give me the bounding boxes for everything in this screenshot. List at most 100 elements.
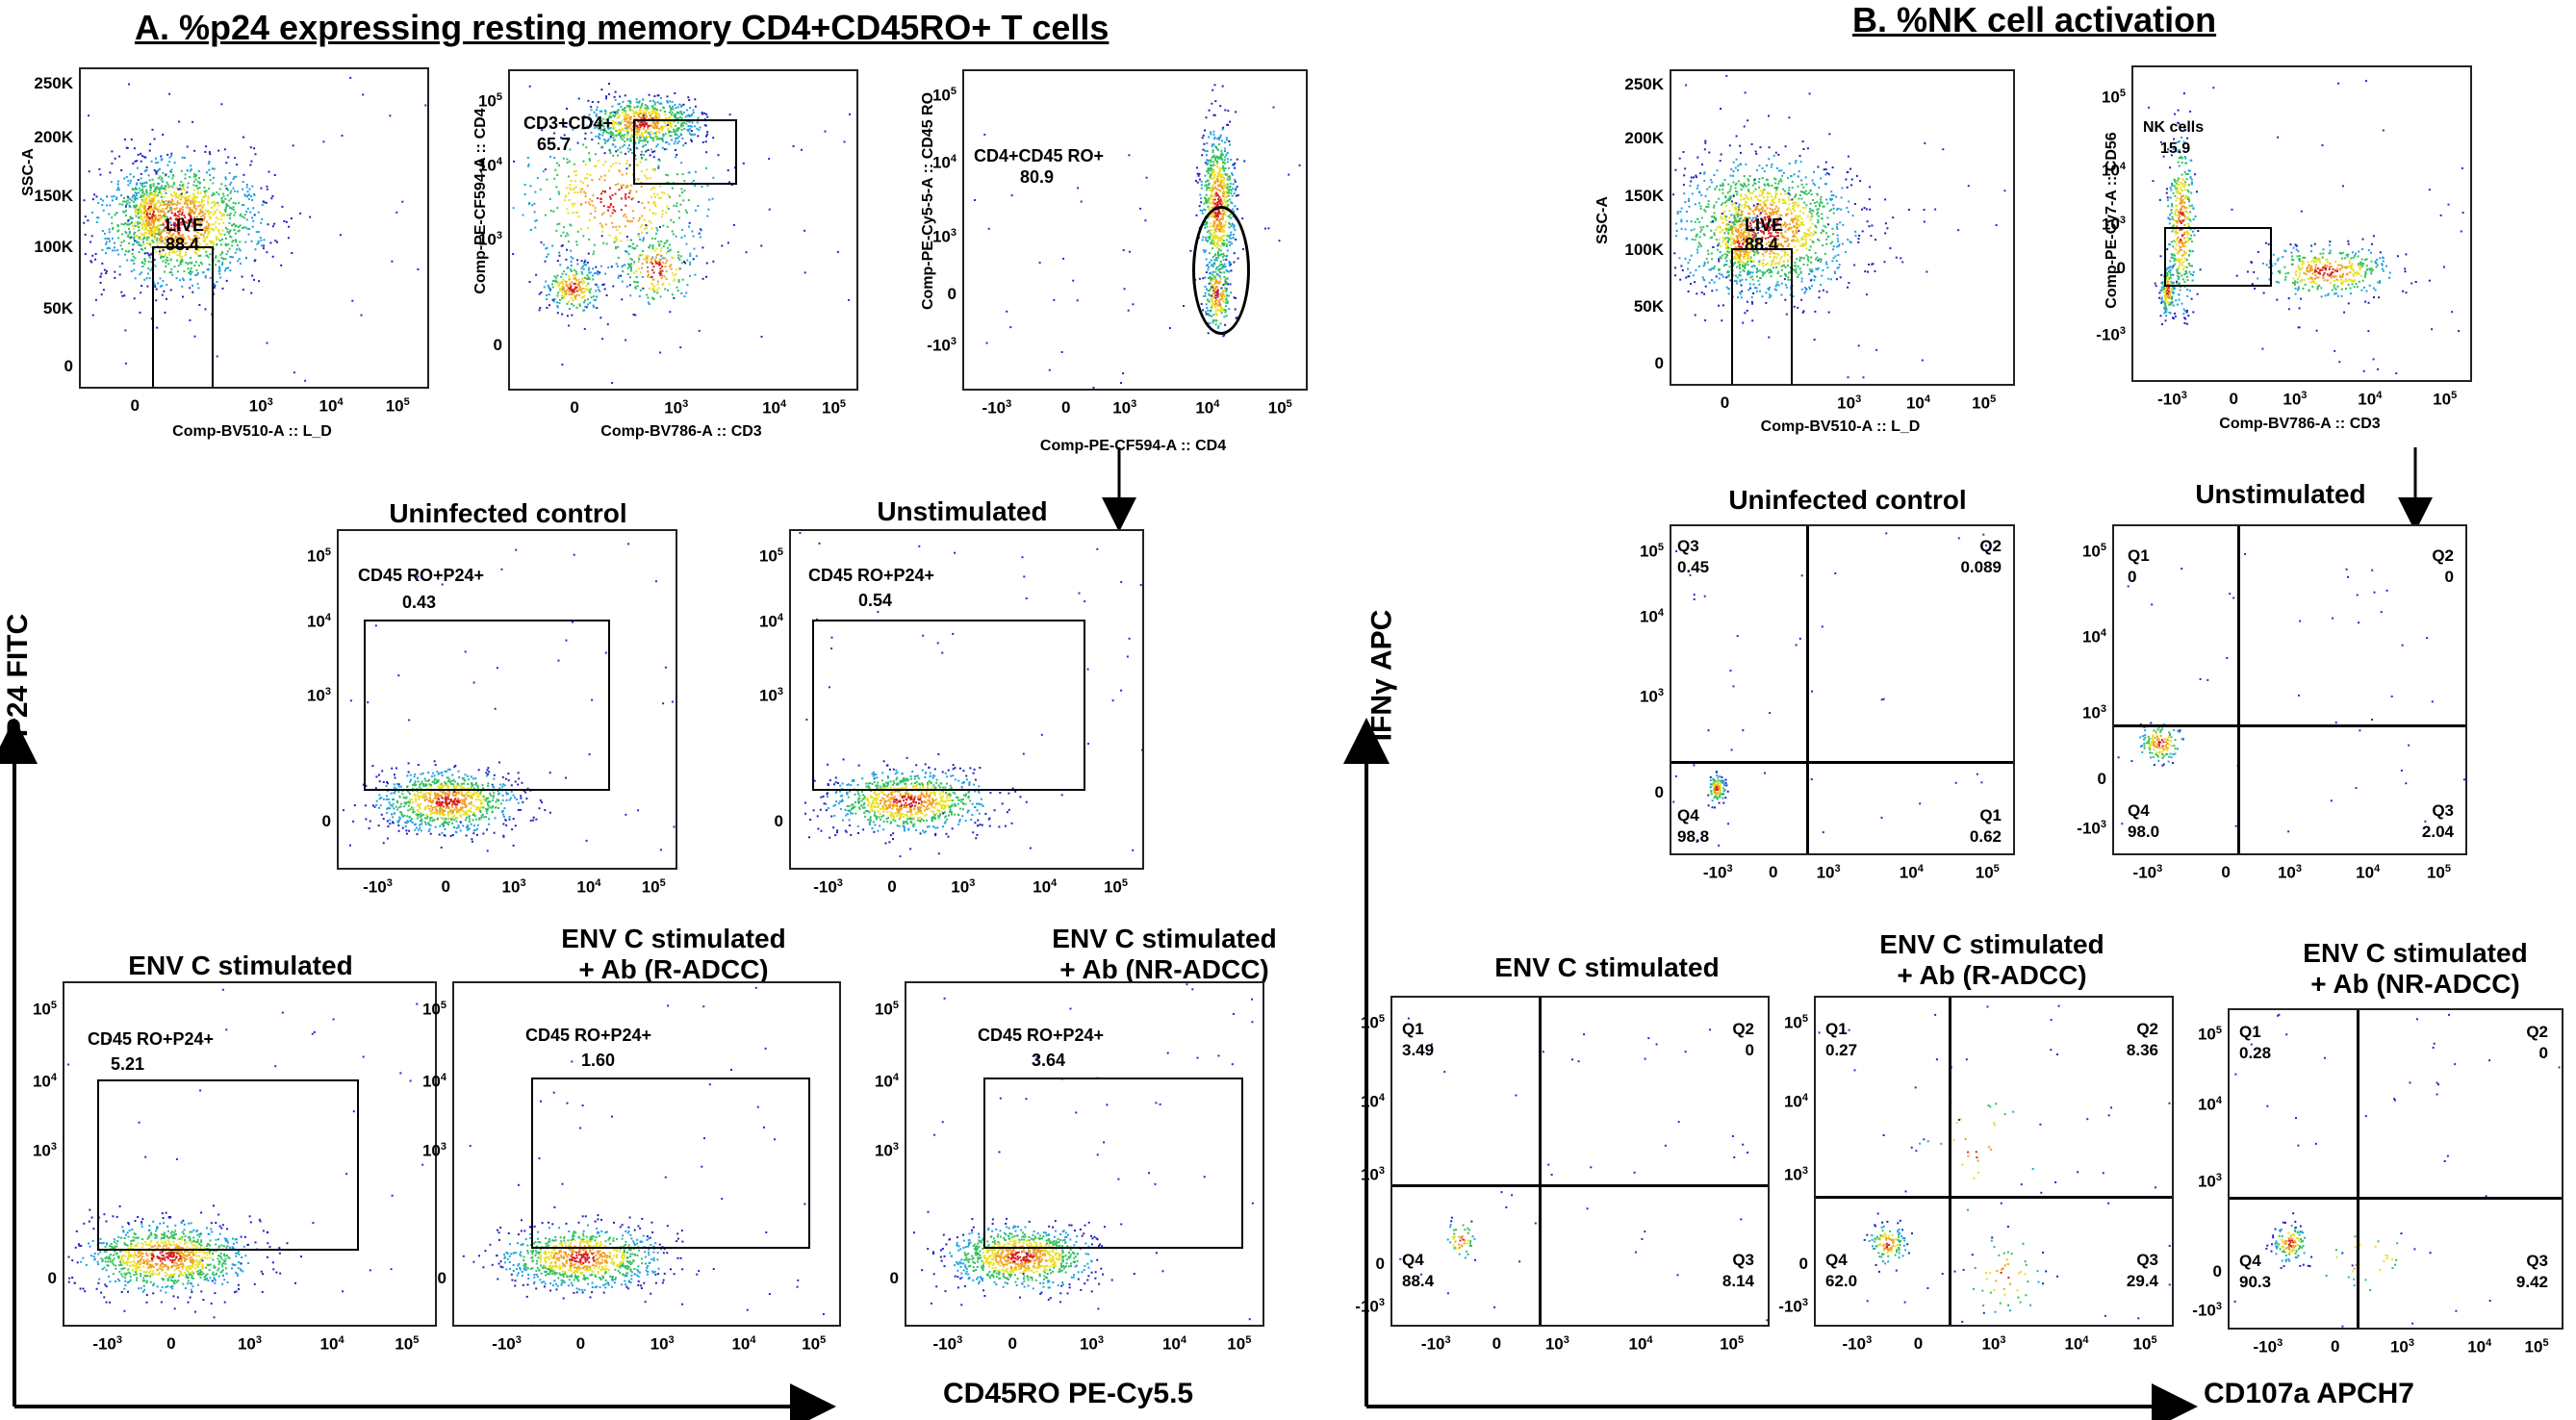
event-dot: [532, 816, 535, 819]
event-dot: [612, 139, 615, 141]
event-dot: [1211, 177, 1213, 180]
event-dot: [413, 775, 416, 778]
event-dot: [618, 163, 621, 165]
event-dot: [690, 114, 693, 117]
event-dot: [653, 107, 656, 110]
event-dot: [160, 178, 163, 181]
event-dot: [95, 221, 98, 223]
event-dot: [513, 160, 515, 163]
event-dot: [608, 206, 611, 209]
event-dot: [231, 241, 234, 243]
event-dot: [632, 110, 634, 113]
event-dot: [161, 177, 164, 179]
event-dot: [424, 823, 427, 825]
event-dot: [592, 204, 595, 207]
event-dot: [686, 114, 689, 117]
event-dot: [446, 780, 449, 783]
event-dot: [1217, 157, 1220, 160]
event-dot: [213, 193, 216, 195]
event-dot: [191, 222, 194, 225]
event-dot: [136, 182, 139, 185]
event-dot: [146, 229, 149, 232]
event-dot: [220, 199, 223, 202]
event-dot: [133, 204, 136, 207]
event-dot: [629, 245, 632, 247]
event-dot: [199, 225, 202, 228]
event-dot: [179, 221, 182, 224]
event-dot: [193, 211, 196, 214]
event-dot: [1212, 143, 1215, 146]
event-dot: [680, 114, 683, 115]
event-dot: [621, 112, 624, 114]
event-dot: [169, 289, 172, 292]
event-dot: [218, 188, 221, 190]
event-dot: [176, 254, 179, 257]
event-dot: [1217, 198, 1220, 200]
event-dot: [139, 311, 141, 314]
event-dot: [299, 212, 302, 215]
event-dot: [646, 105, 649, 108]
event-dot: [617, 154, 619, 157]
event-dot: [524, 791, 527, 794]
event-dot: [618, 225, 621, 228]
event-dot: [207, 213, 210, 216]
event-dot: [151, 178, 154, 181]
event-dot: [668, 111, 671, 114]
event-dot: [1226, 173, 1229, 176]
event-dot: [145, 277, 148, 280]
event-dot: [646, 224, 649, 227]
event-dot: [604, 139, 607, 142]
event-dot: [143, 204, 146, 207]
event-dot: [586, 126, 589, 129]
event-dot: [648, 124, 650, 127]
event-dot: [602, 212, 605, 215]
event-dot: [141, 182, 144, 185]
event-dot: [211, 201, 214, 204]
event-dot: [600, 89, 603, 91]
event-dot: [151, 128, 154, 131]
event-dot: [407, 762, 410, 765]
event-dot: [160, 215, 162, 217]
event-dot: [251, 225, 254, 228]
event-dot: [220, 183, 223, 186]
event-dot: [153, 208, 156, 211]
event-dot: [131, 196, 134, 199]
event-dot: [570, 188, 573, 190]
event-dot: [569, 293, 572, 296]
event-dot: [570, 224, 573, 227]
event-dot: [164, 227, 166, 230]
event-dot: [207, 256, 210, 259]
event-dot: [169, 241, 172, 243]
event-dot: [164, 237, 166, 240]
event-dot: [629, 267, 632, 270]
event-dot: [572, 189, 574, 190]
event-dot: [457, 797, 460, 799]
event-dot: [664, 266, 667, 267]
event-dot: [172, 186, 175, 189]
event-dot: [184, 173, 187, 176]
event-dot: [1272, 106, 1275, 109]
event-dot: [467, 774, 470, 777]
event-dot: [617, 183, 620, 186]
event-dot: [683, 190, 686, 192]
event-dot: [581, 277, 584, 280]
event-dot: [201, 229, 204, 231]
event-dot: [1222, 162, 1225, 165]
event-dot: [459, 829, 462, 832]
event-dot: [1209, 164, 1211, 166]
event-dot: [666, 174, 669, 177]
event-dot: [654, 117, 657, 120]
event-dot: [555, 281, 558, 284]
event-dot: [617, 133, 620, 136]
event-dot: [221, 229, 224, 232]
event-dot: [493, 773, 496, 776]
event-dot: [257, 231, 260, 234]
event-dot: [169, 192, 172, 195]
event-dot: [114, 276, 116, 279]
event-dot: [644, 112, 647, 114]
event-dot: [631, 219, 634, 222]
event-dot: [233, 223, 235, 225]
event-dot: [599, 175, 602, 178]
event-dot: [1214, 186, 1216, 189]
event-dot: [458, 776, 461, 778]
